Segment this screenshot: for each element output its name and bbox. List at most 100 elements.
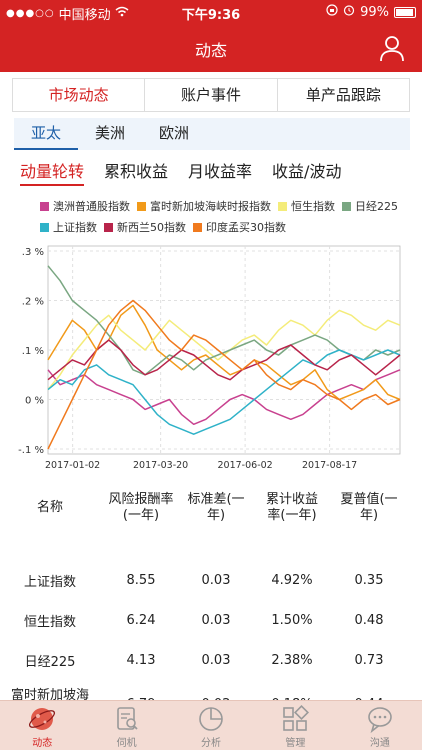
legend-label: 澳洲普通股指数 — [53, 200, 130, 213]
momentum-line-chart: .3 % .2 % .1 % 0 % -.1 %2017-01-02 2017-03-20… — [18, 245, 401, 471]
pie-chart-icon — [199, 707, 223, 731]
carrier-label: 中国移动 — [58, 8, 111, 23]
series-line — [47, 339, 401, 381]
legend-item[interactable]: 澳洲普通股指数 — [40, 198, 130, 214]
y-tick-label: .2 % — [22, 296, 44, 307]
legend-swatch — [342, 201, 351, 211]
search-document-icon — [116, 707, 138, 730]
tab-product-tracking[interactable]: 单产品跟踪 — [305, 86, 381, 104]
series-line — [47, 299, 401, 450]
header-sharpe: 夏普值(一 年) — [340, 492, 398, 523]
y-tick-label: 0 % — [25, 396, 44, 407]
table-row[interactable]: 上证指数 8.55 0.03 4.92% 0.35 — [0, 560, 422, 600]
tab-label: 沟通 — [369, 738, 390, 749]
tab-label: 动态 — [32, 738, 53, 749]
tab-europe[interactable]: 欧洲 — [158, 124, 189, 142]
legend-swatch — [137, 201, 146, 211]
legend-item[interactable]: 富时新加坡海峡时报指数 — [137, 198, 271, 214]
tab-label: 伺机 — [116, 738, 137, 749]
tab-cumulative-return[interactable]: 累积收益 — [104, 162, 169, 181]
bottom-tab-bar: 动态 伺机 分析 管理 沟通 — [0, 700, 422, 750]
legend-label: 上证指数 — [53, 221, 97, 234]
main-tabs: 市场动态 账户事件 单产品跟踪 — [12, 78, 410, 112]
tab-market-dynamics[interactable]: 市场动态 — [13, 79, 146, 111]
cell-return: 8.55 — [126, 572, 156, 588]
cell-name: 上证指数 — [23, 574, 76, 590]
lock-rotation-icon — [326, 4, 338, 20]
tab-momentum-rotation[interactable]: 动量轮转 — [20, 158, 85, 186]
cell-std: 0.03 — [201, 572, 231, 588]
page-title: 动态 — [194, 41, 227, 60]
battery-icon — [394, 6, 416, 18]
tab-asia-pacific[interactable]: 亚太 — [14, 118, 78, 150]
legend-label: 富时新加坡海峡时报指数 — [150, 200, 271, 213]
wifi-icon — [115, 6, 129, 21]
legend-label: 日经225 — [355, 200, 398, 213]
legend-swatch — [104, 222, 113, 232]
cell-sharpe: 0.35 — [354, 572, 384, 588]
grid-icon — [283, 705, 310, 731]
table-row[interactable]: 恒生指数 6.24 0.03 1.50% 0.48 — [0, 600, 422, 640]
cell-name: 恒生指数 — [23, 614, 76, 630]
table-header: 名称 风险报酬率 (一年) 标准差(一 年) 累计收益 率(一年) 夏普值(一 … — [0, 484, 422, 532]
cell-sharpe: 0.73 — [354, 652, 384, 668]
table-row[interactable]: 日经225 4.13 0.03 2.38% 0.73 — [0, 640, 422, 680]
tab-management[interactable]: 管理 — [253, 701, 337, 750]
battery-percent: 99% — [360, 4, 389, 20]
tab-monthly-return[interactable]: 月收益率 — [188, 162, 253, 181]
header-risk-return: 风险报酬率 (一年) — [108, 492, 174, 523]
x-tick-label: 2017-01-02 — [45, 460, 100, 471]
y-tick-label: .3 % — [22, 247, 44, 258]
legend-swatch — [278, 201, 287, 211]
cell-sharpe: 0.48 — [354, 612, 384, 628]
legend-label: 恒生指数 — [291, 200, 335, 213]
status-bar: ●●●○○ 中国移动 下午9:36 99% — [0, 0, 422, 24]
alarm-icon — [343, 4, 355, 20]
header-std: 标准差(一 年) — [187, 492, 245, 523]
legend-swatch — [193, 222, 202, 232]
legend-item[interactable]: 印度孟买30指数 — [193, 219, 286, 235]
tab-return-volatility[interactable]: 收益/波动 — [272, 162, 342, 181]
signal-icon: ●●●○○ — [6, 8, 55, 19]
legend-swatch — [40, 222, 49, 232]
status-time: 下午9:36 — [181, 8, 241, 23]
legend-swatch — [40, 201, 49, 211]
legend-label: 印度孟买30指数 — [206, 221, 286, 234]
series-line — [47, 369, 401, 426]
series-line — [47, 349, 401, 435]
header-name: 名称 — [36, 500, 63, 515]
tab-americas[interactable]: 美洲 — [94, 124, 125, 142]
legend-item[interactable]: 上证指数 — [40, 219, 97, 235]
legend-item[interactable]: 新西兰50指数 — [104, 219, 186, 235]
tab-analysis[interactable]: 分析 — [169, 701, 253, 750]
tab-account-events[interactable]: 账户事件 — [145, 79, 278, 111]
user-profile-icon[interactable] — [378, 34, 406, 62]
cell-cum: 1.50% — [271, 612, 313, 628]
index-stats-table: 名称 风险报酬率 (一年) 标准差(一 年) 累计收益 率(一年) 夏普值(一 … — [0, 484, 422, 728]
planet-icon — [29, 708, 56, 730]
header-cum-return: 累计收益 率(一年) — [265, 492, 318, 523]
legend-item[interactable]: 恒生指数 — [278, 198, 335, 214]
x-tick-label: 2017-03-20 — [133, 460, 188, 471]
series-line — [47, 265, 401, 376]
legend-label: 新西兰50指数 — [117, 221, 186, 234]
x-tick-label: 2017-08-17 — [302, 460, 357, 471]
cell-std: 0.03 — [201, 652, 231, 668]
tab-label: 分析 — [201, 738, 222, 749]
tab-dynamics[interactable]: 动态 — [0, 701, 84, 750]
chart-legend: 澳洲普通股指数 富时新加坡海峡时报指数 恒生指数 日经225 上证指数 新西兰50指数 印度… — [40, 198, 415, 235]
tab-communication[interactable]: 沟通 — [338, 701, 422, 750]
cell-std: 0.03 — [201, 612, 231, 628]
region-tabs: 亚太 美洲 欧洲 — [14, 118, 410, 150]
tab-label: 管理 — [285, 738, 306, 749]
chart-type-tabs: 动量轮转 累积收益 月收益率 收益/波动 — [20, 158, 341, 186]
x-tick-label: 2017-06-02 — [218, 460, 273, 471]
nav-bar: 动态 — [0, 24, 422, 72]
tab-opportunity[interactable]: 伺机 — [84, 701, 168, 750]
cell-return: 4.13 — [126, 652, 156, 668]
cell-name: 日经225 — [24, 654, 76, 670]
legend-item[interactable]: 日经225 — [342, 198, 398, 214]
cell-cum: 4.92% — [271, 572, 313, 588]
cell-cum: 2.38% — [271, 652, 313, 668]
y-tick-label: -.1 % — [18, 445, 44, 456]
